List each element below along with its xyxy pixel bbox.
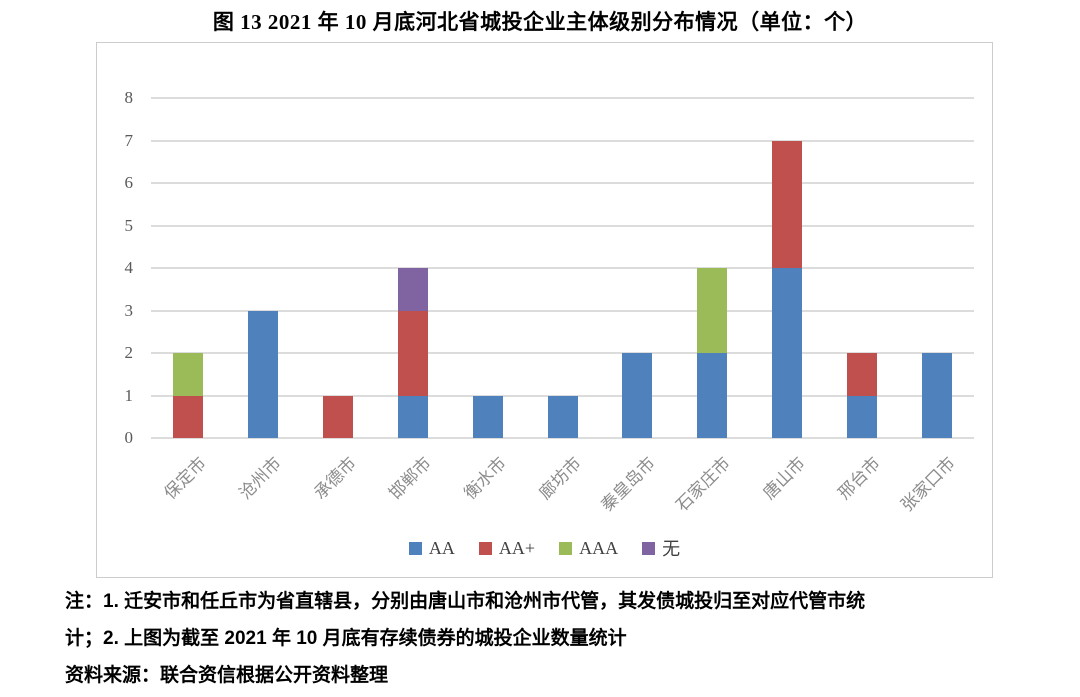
plot-area bbox=[151, 97, 974, 439]
bar-segment-AA+-邯郸市 bbox=[397, 310, 428, 396]
bar-segment-AA+-保定市 bbox=[173, 395, 204, 438]
bar-segment-AA+-承德市 bbox=[323, 395, 354, 438]
legend-label: AA+ bbox=[498, 537, 536, 558]
legend: AA AA+ AAA 无 bbox=[97, 535, 992, 561]
bar-segment-AA-秦皇岛市 bbox=[622, 353, 653, 438]
legend-swatch-AA+ bbox=[478, 541, 492, 555]
gridline bbox=[151, 352, 974, 354]
gridline bbox=[151, 267, 974, 269]
source-line: 资料来源：联合资信根据公开资料整理 bbox=[65, 665, 389, 686]
bar-segment-AA-沧州市 bbox=[248, 310, 279, 438]
note-line-1: 注：1. 迁安市和任丘市为省直辖县，分别由唐山市和沧州市代管，其发债城投归至对应… bbox=[65, 591, 866, 612]
note-line-2: 计；2. 上图为截至 2021 年 10 月底有存续债券的城投企业数量统计 bbox=[65, 628, 627, 649]
gridline bbox=[151, 224, 974, 227]
y-tick-label: 6 bbox=[124, 173, 134, 192]
legend-label: AAA bbox=[579, 537, 619, 558]
legend-item-AA+: AA+ bbox=[478, 537, 536, 559]
gridline bbox=[151, 182, 974, 184]
bar-segment-AA+-唐山市 bbox=[771, 140, 802, 268]
legend-label: 无 bbox=[662, 539, 681, 559]
notes-block: 注：1. 迁安市和任丘市为省直辖县，分别由唐山市和沧州市代管，其发债城投归至对应… bbox=[65, 583, 1040, 694]
bar-segment-AA-邯郸市 bbox=[397, 395, 428, 438]
bar-segment-AA-张家口市 bbox=[921, 353, 952, 438]
y-tick-label: 5 bbox=[124, 215, 134, 235]
gridline bbox=[151, 97, 974, 99]
legend-item-AAA: AAA bbox=[559, 538, 618, 559]
legend-swatch-无 bbox=[642, 541, 656, 555]
y-tick-label: 1 bbox=[124, 385, 134, 405]
y-tick-label: 7 bbox=[124, 130, 134, 150]
legend-swatch-AAA bbox=[559, 541, 573, 555]
y-tick-label: 3 bbox=[124, 300, 134, 320]
y-tick-label: 8 bbox=[124, 88, 134, 107]
bar-segment-AA-唐山市 bbox=[771, 268, 802, 438]
bar-segment-AA-衡水市 bbox=[472, 395, 503, 438]
gridline bbox=[151, 437, 974, 439]
y-tick-label: 2 bbox=[124, 343, 134, 362]
y-tick-label: 0 bbox=[124, 428, 134, 447]
chart-title: 图 13 2021 年 10 月底河北省城投企业主体级别分布情况（单位：个） bbox=[212, 10, 868, 34]
legend-item-AA: AA bbox=[408, 537, 455, 559]
legend-label: AA bbox=[428, 537, 455, 558]
bar-segment-无-邯郸市 bbox=[397, 268, 428, 311]
gridline bbox=[151, 139, 974, 142]
bar-segment-AAA-保定市 bbox=[173, 353, 204, 396]
bar-segment-AA+-邢台市 bbox=[846, 353, 877, 396]
gridline bbox=[151, 309, 974, 312]
y-tick-label: 4 bbox=[124, 258, 134, 277]
legend-item-无: 无 bbox=[642, 535, 680, 561]
bar-segment-AAA-石家庄市 bbox=[697, 268, 728, 353]
bar-segment-AA-廊坊市 bbox=[547, 395, 578, 438]
bar-segment-AA-邢台市 bbox=[846, 395, 877, 438]
bar-segment-AA-石家庄市 bbox=[697, 353, 728, 438]
legend-swatch-AA bbox=[408, 541, 422, 555]
